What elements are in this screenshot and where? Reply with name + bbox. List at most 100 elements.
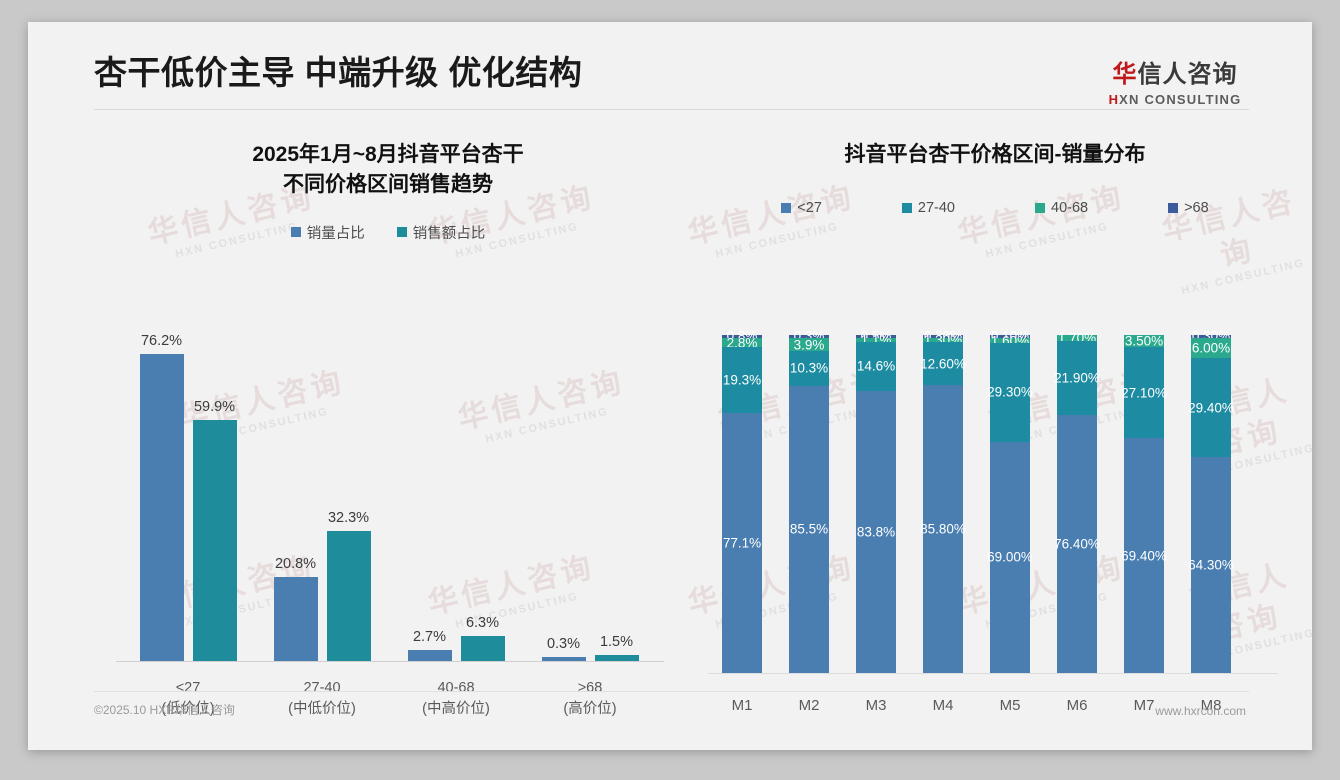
stacked-bar-column[interactable]: 0.30% 1.30% 12.60% 85.80% [911, 329, 975, 673]
bar-group: 2.7% 6.3% [390, 331, 522, 661]
stacked-bar-column[interactable]: 3.50% 27.10% 69.40% [1112, 333, 1176, 673]
bar-fill [407, 650, 452, 661]
bar-销售额占比[interactable]: 6.3% [460, 615, 505, 661]
stacked-segment-40-68: 3.9% [789, 337, 829, 353]
stacked-segment-label: 64.30% [1188, 557, 1234, 573]
stacked-segment-label: 19.3% [722, 372, 762, 388]
legend-label: >68 [1184, 199, 1209, 216]
x-axis-label-month: M8 [1200, 697, 1222, 714]
legend-item-band3[interactable]: >68 [1168, 200, 1209, 216]
bar-value-label: 20.8% [274, 556, 317, 573]
chart-legend-left: 销量占比 销售额占比 [88, 222, 688, 243]
stacked-segment-<27: 85.5% [789, 385, 829, 673]
legend-item-vol0[interactable]: 销量占比 [290, 222, 365, 243]
stacked-segment-label: 3.50% [1124, 333, 1164, 349]
stacked-bar-column[interactable]: 0.10% 1.60% 29.30% 69.00% [978, 329, 1042, 673]
bar-fill [541, 657, 586, 661]
stacked-segment-label: 2.8% [726, 335, 758, 351]
bar-value-label: 59.9% [193, 398, 236, 415]
stacked-segment-27-40: 21.90% [1054, 340, 1100, 415]
stacked-segment-label: 12.60% [920, 356, 966, 371]
legend-item-band2[interactable]: 40-68 [1035, 200, 1088, 216]
x-axis-line-right [708, 673, 1278, 674]
stacked-segment-label: 69.40% [1121, 548, 1167, 564]
stacked-bar-column[interactable]: 0.5% 1.1% 14.6% 83.8% [844, 329, 908, 673]
stacked-segment-40-68: 2.8% [722, 335, 762, 351]
brand-logo-en-accent: H [1108, 92, 1120, 107]
stacked-segment-<27: 85.80% [920, 384, 966, 673]
stacked-segment-<27: 77.1% [722, 412, 762, 673]
bar-销售额占比[interactable]: 32.3% [326, 510, 371, 661]
legend-swatch-icon [781, 202, 792, 213]
stacked-segment-27-40: 27.10% [1121, 346, 1167, 439]
stacked-segment-27-40: 10.3% [789, 351, 829, 386]
footer-copyright: ©2025.10 HXR华信人咨询 [94, 703, 235, 717]
bar-销量占比[interactable]: 20.8% [273, 556, 318, 661]
bar-销量占比[interactable]: 2.7% [407, 629, 452, 661]
stacked-segment-label: 6.00% [1191, 340, 1231, 356]
legend-swatch-icon [901, 202, 912, 213]
bar-销量占比[interactable]: 0.3% [541, 636, 586, 661]
legend-label: 销售额占比 [412, 225, 486, 242]
legend-item-vol1[interactable]: 销售额占比 [396, 222, 486, 243]
chart-legend-right: <27 27-40 40-68 >68 [700, 200, 1290, 216]
brand-logo-en-rest: XN CONSULTING [1119, 92, 1242, 107]
x-axis-label-range: <27 [175, 679, 201, 696]
x-axis-label-month: M5 [999, 697, 1021, 714]
stacked-segment-<27: 76.40% [1054, 414, 1100, 673]
stacked-segment-40-68: 3.50% [1124, 333, 1164, 349]
stacked-segment-label: 76.40% [1054, 536, 1100, 552]
stacked-segment-<27: 69.40% [1121, 438, 1167, 673]
stacked-segment-27-40: 29.30% [987, 343, 1033, 442]
legend-label: <27 [797, 199, 822, 216]
bar-value-label: 32.3% [327, 510, 370, 527]
x-axis-label-month: M6 [1066, 697, 1088, 714]
stacked-bar-column[interactable]: 0.8% 2.8% 19.3% 77.1% [710, 329, 774, 673]
bar-value-label: 2.7% [412, 629, 447, 646]
x-axis-label-tier: (低价位) [161, 700, 215, 717]
chart-panel-volume-distribution: 抖音平台杏干价格区间-销量分布 <27 27-40 40-68 >68 0.8% 2.8… [700, 140, 1290, 720]
stacked-bar-column[interactable]: 0.30% 6.00% 29.40% 64.30% [1179, 329, 1243, 673]
slide-header: 杏干低价主导 中端升级 优化结构 华信人咨询 HXN CONSULTING [28, 22, 1312, 118]
slide-card: 杏干低价主导 中端升级 优化结构 华信人咨询 HXN CONSULTING 华信… [28, 22, 1316, 750]
legend-label: 40-68 [1051, 199, 1089, 216]
bar-销售额占比[interactable]: 59.9% [192, 399, 237, 661]
legend-swatch-icon [396, 227, 407, 238]
stacked-segment-27-40: 29.40% [1188, 358, 1234, 457]
chart-title-left-line1: 2025年1月~8月抖音平台杏干 [252, 143, 524, 166]
bar-value-label: 6.3% [465, 614, 500, 631]
bar-group: 20.8% 32.3% [256, 331, 388, 661]
legend-label: 27-40 [917, 199, 955, 216]
brand-logo-cn-accent: 华 [1112, 61, 1138, 88]
footer-website: www.hxrcon.com [1155, 704, 1246, 718]
x-axis-line-left [116, 661, 664, 662]
stacked-segment-label: 14.6% [856, 358, 896, 374]
header-divider [94, 109, 1249, 110]
legend-item-band0[interactable]: <27 [781, 200, 822, 216]
stacked-bar-column[interactable]: 1.70% 21.90% 76.40% [1045, 330, 1109, 673]
brand-logo: 华信人咨询 HXN CONSULTING [1100, 54, 1250, 107]
stacked-segment-label: 10.3% [789, 360, 829, 376]
stacked-segment-label: 3.9% [793, 337, 825, 353]
brand-logo-en: HXN CONSULTING [1100, 92, 1250, 107]
stacked-segment-label: 27.10% [1121, 385, 1167, 401]
stacked-segment-27-40: 19.3% [722, 347, 762, 413]
stacked-segment-label: 77.1% [722, 535, 762, 551]
chart-title-left-line2: 不同价格区间销售趋势 [283, 172, 493, 196]
bar-fill [326, 531, 371, 661]
stacked-segment-<27: 64.30% [1188, 456, 1234, 673]
bar-fill [460, 635, 505, 661]
x-axis-label-month: M7 [1133, 697, 1155, 714]
page-title: 杏干低价主导 中端升级 优化结构 [94, 54, 583, 91]
x-axis-label-tier: (高价位) [563, 700, 617, 717]
stacked-bar-column[interactable]: 0.3% 3.9% 10.3% 85.5% [777, 329, 841, 673]
legend-item-band1[interactable]: 27-40 [901, 199, 955, 216]
stacked-segment-40-68: 6.00% [1191, 337, 1231, 359]
bar-销售额占比[interactable]: 1.5% [594, 634, 639, 661]
stacked-segment-label: 85.5% [789, 521, 829, 537]
bar-value-label: 76.2% [140, 333, 183, 350]
legend-swatch-icon [290, 227, 301, 238]
bar-销量占比[interactable]: 76.2% [139, 333, 184, 661]
brand-logo-cn-rest: 信人咨询 [1137, 61, 1238, 88]
